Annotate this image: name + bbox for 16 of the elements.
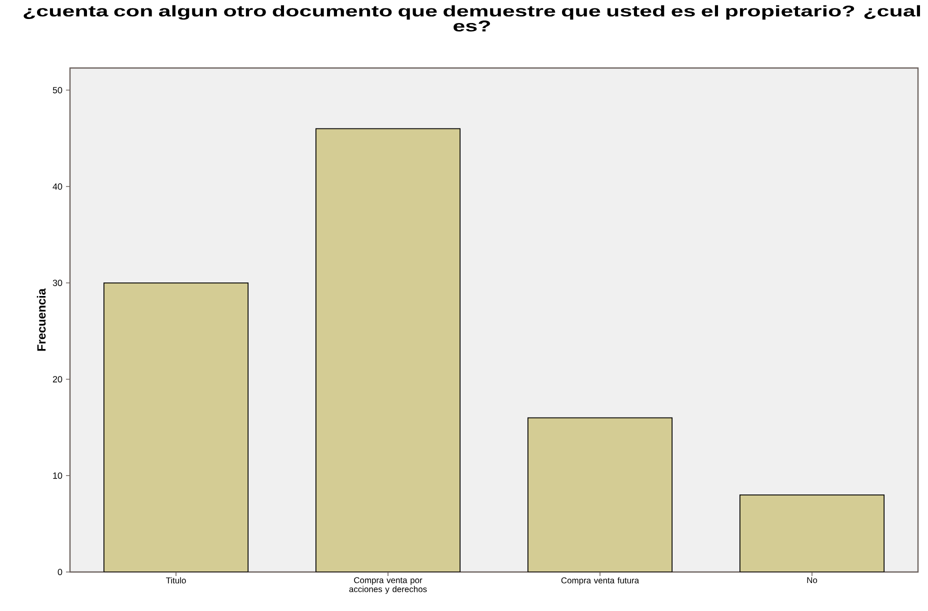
x-tick-label: Titulo (166, 577, 186, 584)
bar (739, 494, 885, 572)
y-tick-label: 50 (52, 86, 62, 94)
y-tick-label: 40 (52, 183, 62, 190)
x-tick-label: Compra venta futura (561, 577, 640, 586)
bar (527, 417, 673, 572)
y-tick-label: 30 (52, 280, 62, 286)
y-axis-title: Frecuencia (36, 288, 46, 351)
bar (316, 128, 460, 572)
y-tick-label: 20 (52, 376, 62, 382)
chart-title: ¿cuenta con algun otro documento que demuestre que usted es el propietario? ¿cual es? (24, 5, 920, 32)
y-tick-label: 10 (53, 472, 62, 479)
y-tick-label: 0 (58, 568, 62, 576)
x-tick-label: Compra venta por acciones y derechos (349, 577, 427, 594)
bar (103, 282, 249, 572)
x-tick-label: No (807, 577, 818, 584)
